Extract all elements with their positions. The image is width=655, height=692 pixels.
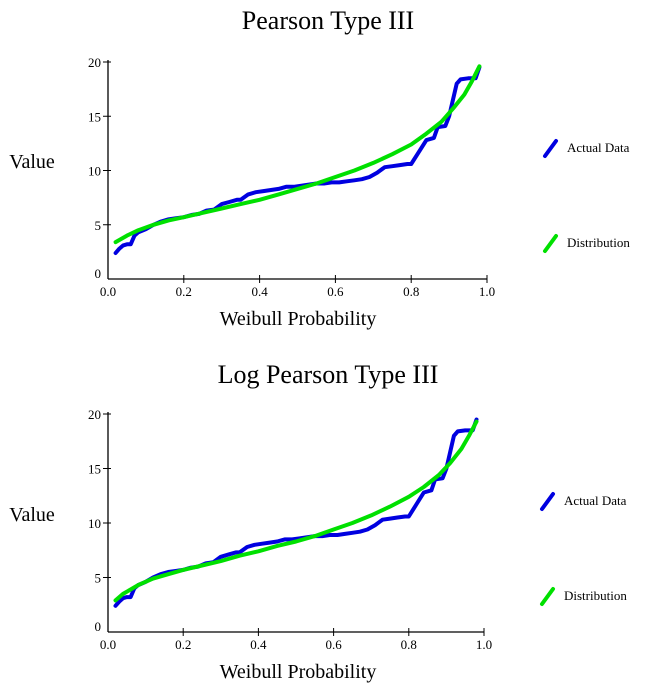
x-axis-label: Weibull Probability <box>220 308 377 330</box>
legend-swatch-actual-data <box>543 139 558 158</box>
x-tick-label: 0.6 <box>327 284 344 299</box>
series-line-actual-data <box>113 417 479 608</box>
series-line-distribution <box>113 64 482 245</box>
legend-swatch-distribution <box>540 587 555 606</box>
y-tick-label: 10 <box>88 164 101 179</box>
x-tick-label: 0.2 <box>175 637 191 652</box>
series-line-actual-data <box>113 65 482 255</box>
plot-area <box>113 417 479 608</box>
legend-label-distribution: Distribution <box>564 588 627 603</box>
axes: 0 5 10 15 20 0.0 0.2 0.4 0.6 0.8 1.0 <box>88 407 492 652</box>
y-tick-label: 5 <box>95 571 102 586</box>
y-axis-label: Value <box>9 504 55 526</box>
chart-title: Pearson Type III <box>242 6 414 35</box>
y-axis-label: Value <box>9 151 55 173</box>
y-tick-label: 0 <box>95 619 102 634</box>
chart-log-pearson-type-iii: Log Pearson Type III Value Weibull Proba… <box>9 360 627 683</box>
x-tick-label: 0.4 <box>250 637 267 652</box>
x-tick-label: 1.0 <box>479 284 495 299</box>
x-tick-label: 0.8 <box>401 637 417 652</box>
legend-label-distribution: Distribution <box>567 235 630 250</box>
y-tick-label: 0 <box>95 266 102 281</box>
x-tick-label: 0.2 <box>176 284 192 299</box>
y-tick-label: 10 <box>88 516 101 531</box>
x-tick-label: 0.4 <box>251 284 268 299</box>
chart-pearson-type-iii: Pearson Type III Value Weibull Probabili… <box>9 6 630 330</box>
y-tick-label: 20 <box>88 55 101 70</box>
y-tick-label: 15 <box>88 109 101 124</box>
x-tick-label: 1.0 <box>476 637 492 652</box>
x-axis-label: Weibull Probability <box>220 661 377 683</box>
legend-swatch-actual-data <box>540 492 555 511</box>
x-tick-label: 0.0 <box>100 284 116 299</box>
x-tick-label: 0.0 <box>100 637 116 652</box>
y-tick-label: 20 <box>88 407 101 422</box>
y-tick-label: 5 <box>95 218 102 233</box>
chart-title: Log Pearson Type III <box>218 360 439 389</box>
legend: Actual Data Distribution <box>540 492 627 606</box>
legend-swatch-distribution <box>543 234 558 253</box>
legend-label-actual-data: Actual Data <box>567 140 630 155</box>
x-tick-label: 0.8 <box>403 284 419 299</box>
series-line-distribution <box>113 419 479 603</box>
axes: 0 5 10 15 20 0.0 0.2 0.4 0.6 0.8 1.0 <box>88 55 495 299</box>
y-tick-label: 15 <box>88 462 101 477</box>
plot-area <box>113 64 482 255</box>
x-tick-label: 0.6 <box>325 637 342 652</box>
legend: Actual Data Distribution <box>543 139 630 253</box>
legend-label-actual-data: Actual Data <box>564 493 627 508</box>
